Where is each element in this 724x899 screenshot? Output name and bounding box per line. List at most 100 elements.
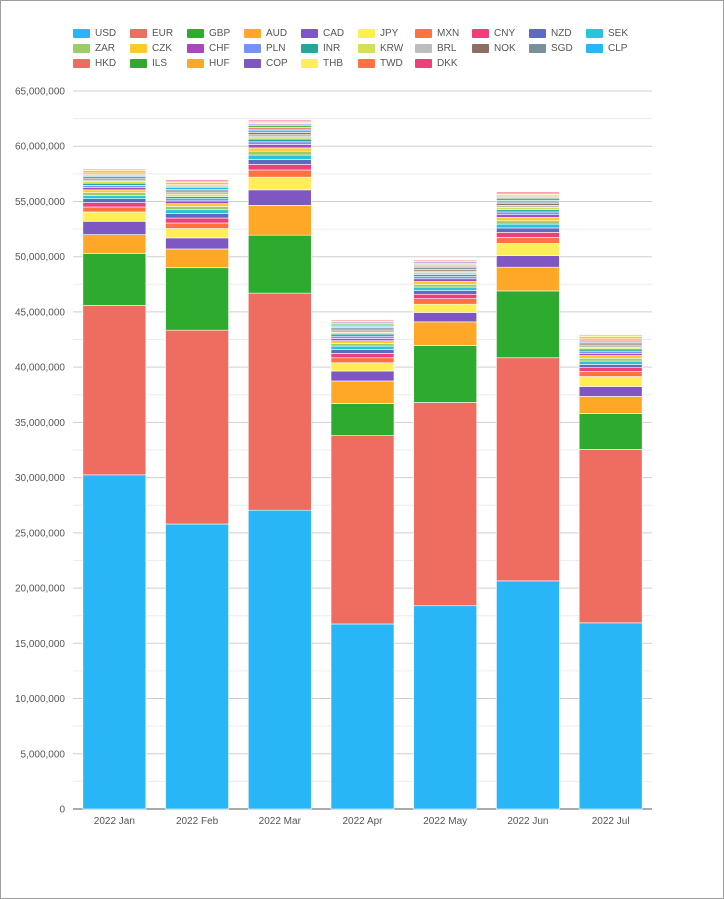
bar-segment-krw[interactable] xyxy=(496,207,560,211)
legend-item[interactable]: JPY xyxy=(358,27,398,39)
bar-segment-eur[interactable] xyxy=(82,304,147,476)
legend-item[interactable]: CNY xyxy=(472,27,515,39)
bar-segment-inr[interactable] xyxy=(496,209,560,213)
bar-segment-aud[interactable] xyxy=(413,321,478,346)
bar-segment-dkk[interactable] xyxy=(247,119,312,122)
bar-segment-zar[interactable] xyxy=(247,150,312,156)
legend-item[interactable]: TWD xyxy=(358,57,403,69)
bar-segment-czk[interactable] xyxy=(165,203,229,207)
bar-segment-czk[interactable] xyxy=(82,189,147,193)
bar-segment-zar[interactable] xyxy=(330,343,395,347)
bar-segment-jpy[interactable] xyxy=(247,176,312,191)
bar-segment-cad[interactable] xyxy=(82,221,147,235)
bar-segment-gbp[interactable] xyxy=(496,290,560,359)
legend-item[interactable]: INR xyxy=(301,42,340,54)
bar-segment-inr[interactable] xyxy=(578,348,643,352)
bar-segment-jpy[interactable] xyxy=(413,303,478,313)
bar-segment-cny[interactable] xyxy=(413,293,478,299)
bar-segment-aud[interactable] xyxy=(330,380,395,404)
bar-segment-cad[interactable] xyxy=(330,370,395,382)
bar-segment-chf[interactable] xyxy=(496,214,560,218)
bar-segment-jpy[interactable] xyxy=(330,362,395,372)
bar-segment-jpy[interactable] xyxy=(578,376,643,387)
bar-segment-nzd[interactable] xyxy=(496,227,560,233)
bar-segment-dkk[interactable] xyxy=(82,168,147,170)
bar-segment-inr[interactable] xyxy=(247,138,312,143)
bar-segment-czk[interactable] xyxy=(496,217,560,222)
bar-segment-sek[interactable] xyxy=(496,223,560,229)
bar-segment-mxn[interactable] xyxy=(82,206,147,213)
bar-segment-jpy[interactable] xyxy=(165,228,229,239)
legend-item[interactable]: MXN xyxy=(415,27,459,39)
bar-segment-chf[interactable] xyxy=(413,278,478,282)
bar-segment-inr[interactable] xyxy=(330,333,395,337)
legend-item[interactable]: SEK xyxy=(586,27,628,39)
bar-segment-krw[interactable] xyxy=(165,193,229,197)
bar-segment-mxn[interactable] xyxy=(247,169,312,178)
bar-segment-mxn[interactable] xyxy=(165,222,229,229)
bar-segment-zar[interactable] xyxy=(413,284,478,288)
bar-segment-krw[interactable] xyxy=(247,136,312,140)
legend-item[interactable]: CZK xyxy=(130,42,172,54)
bar-segment-cad[interactable] xyxy=(496,255,560,268)
bar-segment-usd[interactable] xyxy=(247,509,312,810)
bar-segment-gbp[interactable] xyxy=(330,403,395,436)
bar-segment-pln[interactable] xyxy=(330,335,395,339)
legend-item[interactable]: ILS xyxy=(130,57,167,69)
bar-segment-eur[interactable] xyxy=(578,449,643,624)
bar-segment-pln[interactable] xyxy=(578,350,643,354)
bar-segment-nok[interactable] xyxy=(247,132,312,135)
bar-segment-mxn[interactable] xyxy=(330,357,395,364)
bar-segment-eur[interactable] xyxy=(165,329,229,525)
bar-segment-usd[interactable] xyxy=(330,623,395,810)
bar-segment-mxn[interactable] xyxy=(496,237,560,244)
bar-segment-cad[interactable] xyxy=(165,237,229,250)
bar-segment-zar[interactable] xyxy=(496,220,560,225)
bar-segment-nzd[interactable] xyxy=(247,159,312,165)
bar-segment-dkk[interactable] xyxy=(165,179,229,182)
bar-segment-eur[interactable] xyxy=(330,435,395,625)
bar-segment-cny[interactable] xyxy=(82,202,147,208)
legend-item[interactable]: GBP xyxy=(187,27,230,39)
legend-item[interactable]: PLN xyxy=(244,42,285,54)
bar-segment-sek[interactable] xyxy=(165,209,229,214)
bar-segment-usd[interactable] xyxy=(165,523,229,810)
legend-item[interactable]: COP xyxy=(244,57,288,69)
bar-segment-inr[interactable] xyxy=(165,196,229,199)
bar-segment-zar[interactable] xyxy=(165,206,229,211)
bar-segment-chf[interactable] xyxy=(82,187,147,191)
legend-item[interactable]: NZD xyxy=(529,27,572,39)
legend-item[interactable]: BRL xyxy=(415,42,456,54)
bar-segment-dkk[interactable] xyxy=(496,191,560,194)
bar-segment-eur[interactable] xyxy=(413,402,478,607)
bar-segment-eur[interactable] xyxy=(496,357,560,582)
bar-segment-mxn[interactable] xyxy=(578,371,643,377)
bar-segment-dkk[interactable] xyxy=(330,318,395,320)
bar-segment-czk[interactable] xyxy=(413,281,478,285)
bar-segment-chf[interactable] xyxy=(578,353,643,356)
bar-segment-usd[interactable] xyxy=(496,580,560,810)
bar-segment-gbp[interactable] xyxy=(165,267,229,331)
bar-segment-aud[interactable] xyxy=(82,234,147,254)
bar-segment-nzd[interactable] xyxy=(578,364,643,369)
bar-segment-sek[interactable] xyxy=(413,286,478,291)
bar-segment-pln[interactable] xyxy=(413,276,478,280)
bar-segment-inr[interactable] xyxy=(413,274,478,277)
bar-segment-cad[interactable] xyxy=(247,189,312,206)
bar-segment-czk[interactable] xyxy=(578,355,643,359)
bar-segment-usd[interactable] xyxy=(82,474,147,810)
bar-segment-nzd[interactable] xyxy=(330,349,395,354)
bar-segment-gbp[interactable] xyxy=(247,234,312,294)
bar-segment-chf[interactable] xyxy=(330,338,395,341)
bar-segment-cny[interactable] xyxy=(578,367,643,372)
bar-segment-zar[interactable] xyxy=(82,192,147,196)
bar-segment-czk[interactable] xyxy=(247,147,312,152)
bar-segment-dkk[interactable] xyxy=(578,333,643,335)
bar-segment-aud[interactable] xyxy=(496,266,560,292)
bar-segment-sek[interactable] xyxy=(82,195,147,200)
legend-item[interactable]: ZAR xyxy=(73,42,115,54)
bar-segment-pln[interactable] xyxy=(165,198,229,202)
bar-segment-brl[interactable] xyxy=(496,205,560,208)
bar-segment-pln[interactable] xyxy=(82,185,147,188)
bar-segment-cny[interactable] xyxy=(165,217,229,224)
